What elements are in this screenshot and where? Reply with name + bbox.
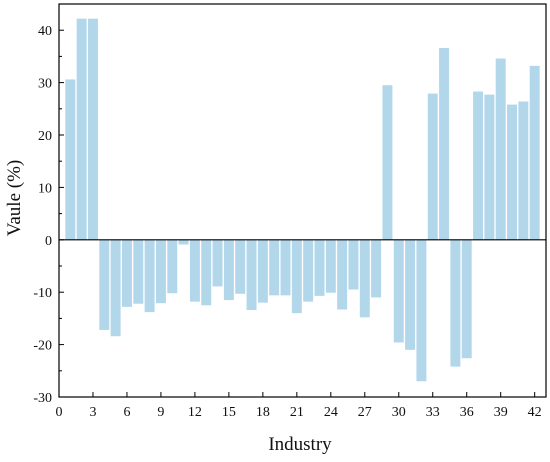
bar-industry-36 [461, 239, 472, 359]
x-tick-label-33: 33 [426, 405, 440, 420]
x-tick-label-9: 9 [157, 405, 164, 420]
bar-industry-12 [189, 239, 200, 302]
bar-industry-29 [382, 85, 393, 240]
bar-industry-17 [246, 239, 257, 311]
bar-industry-5 [110, 239, 121, 337]
bar-industry-13 [201, 239, 212, 306]
bar-industry-24 [325, 239, 336, 293]
x-tick-label-21: 21 [290, 405, 304, 420]
bar-industry-25 [337, 239, 348, 310]
bars-layer [65, 18, 540, 382]
bar-industry-40 [507, 104, 518, 240]
y-tick-label-20: 20 [38, 129, 52, 144]
x-tick-label-36: 36 [460, 405, 474, 420]
bar-industry-6 [121, 239, 132, 307]
bar-industry-32 [416, 239, 427, 382]
y-axis-title: Vaule (%) [4, 160, 25, 237]
bar-industry-11 [178, 239, 189, 245]
bar-industry-18 [257, 239, 268, 303]
bar-industry-28 [371, 239, 382, 298]
bar-industry-37 [473, 91, 484, 240]
y-tick-label--30: -30 [33, 391, 52, 406]
x-tick-label-42: 42 [528, 405, 542, 420]
bar-industry-22 [303, 239, 314, 302]
bar-industry-30 [393, 239, 404, 343]
x-tick-label-39: 39 [494, 405, 508, 420]
axes-layer [58, 3, 547, 398]
bar-industry-14 [212, 239, 223, 287]
bar-industry-19 [269, 239, 280, 296]
bar-industry-2 [76, 18, 87, 240]
plot-frame [58, 3, 547, 398]
bar-industry-15 [223, 239, 234, 301]
bar-industry-38 [484, 94, 495, 240]
y-tick-label-10: 10 [38, 181, 52, 196]
x-tick-label-27: 27 [358, 405, 372, 420]
bar-industry-33 [427, 93, 438, 240]
bar-industry-1 [65, 79, 76, 240]
x-tick-label-15: 15 [222, 405, 236, 420]
bar-industry-41 [518, 101, 529, 240]
y-tick-label--20: -20 [33, 339, 52, 354]
y-tick-label-30: 30 [38, 77, 52, 92]
x-tick-label-0: 0 [56, 405, 63, 420]
x-tick-label-18: 18 [256, 405, 270, 420]
bar-industry-20 [280, 239, 291, 296]
ticks-layer: 0 3 6 9 12 15 18 21 24 27 30 33 36 39 42-30-20-1001020… [33, 24, 541, 420]
bar-industry-7 [133, 239, 144, 304]
x-tick-label-3: 3 [89, 405, 96, 420]
bar-industry-4 [99, 239, 110, 330]
bar-industry-21 [291, 239, 302, 314]
x-axis-title: Industry [268, 434, 332, 455]
bar-industry-3 [87, 18, 98, 240]
bar-industry-35 [450, 239, 461, 367]
bar-industry-42 [529, 65, 540, 240]
y-tick-label--10: -10 [33, 286, 52, 301]
x-tick-label-30: 30 [392, 405, 406, 420]
bar-industry-31 [405, 239, 416, 350]
bar-industry-39 [495, 58, 506, 240]
bar-industry-23 [314, 239, 325, 296]
bar-industry-8 [144, 239, 155, 313]
x-tick-label-6: 6 [123, 405, 130, 420]
x-tick-label-24: 24 [324, 405, 338, 420]
bar-industry-26 [348, 239, 359, 290]
bar-industry-34 [439, 48, 450, 240]
bar-industry-10 [167, 239, 178, 294]
bar-industry-27 [359, 239, 370, 318]
bar-industry-9 [155, 239, 166, 304]
x-tick-label-12: 12 [188, 405, 202, 420]
y-tick-label-40: 40 [38, 24, 52, 39]
bar-industry-16 [235, 239, 246, 294]
y-tick-label-0: 0 [45, 234, 52, 249]
